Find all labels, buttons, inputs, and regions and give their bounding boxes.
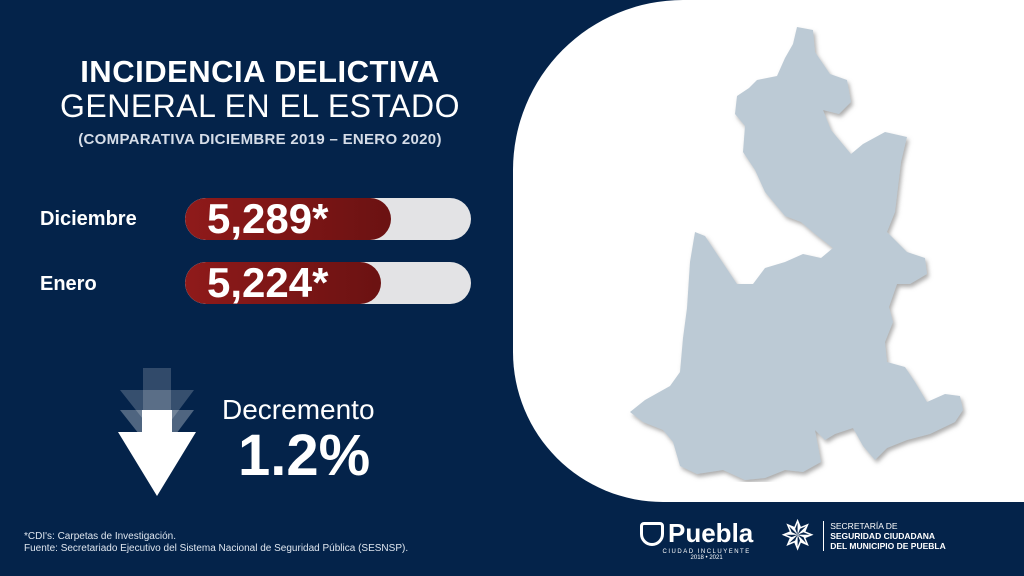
- secretaria-logo: ✵ SECRETARÍA DE SEGURIDAD CIUDADANA DEL …: [780, 512, 946, 559]
- shield-icon: [640, 521, 664, 546]
- sec-line2: SEGURIDAD CIUDADANA: [830, 531, 936, 541]
- sec-line1: SECRETARÍA DE: [830, 521, 898, 531]
- bar-fill: [185, 262, 381, 304]
- down-arrow-icon: [118, 368, 196, 496]
- source-note: Fuente: Secretariado Ejecutivo del Siste…: [24, 543, 409, 554]
- row-label-enero: Enero: [40, 273, 97, 295]
- puebla-years: 2018 • 2021: [690, 555, 723, 561]
- title-line2: GENERAL EN EL ESTADO: [59, 88, 461, 124]
- puebla-state-map: [630, 27, 963, 480]
- puebla-logo: Puebla CIUDAD INCLUYENTE 2018 • 2021: [640, 518, 753, 561]
- row-label-diciembre: Diciembre: [40, 208, 137, 230]
- bar-enero: 5,224*: [185, 262, 471, 304]
- sec-line3: DEL MUNICIPIO DE PUEBLA: [830, 541, 946, 551]
- footnote: *CDI's: Carpetas de Investigación.: [24, 531, 176, 542]
- bar-diciembre: 5,289*: [185, 198, 471, 240]
- bar-fill: [185, 198, 391, 240]
- title-line1: INCIDENCIA DELICTIVA: [80, 54, 440, 89]
- bar-value: 5,224*: [207, 262, 329, 304]
- change-value: 1.2%: [238, 423, 371, 488]
- bar-value: 5,289*: [207, 198, 329, 240]
- police-star-icon: ✵: [780, 512, 816, 559]
- puebla-wordmark: Puebla: [668, 518, 754, 548]
- subtitle: (COMPARATIVA DICIEMBRE 2019 – ENERO 2020…: [78, 131, 442, 148]
- change-label: Decremento: [222, 394, 375, 425]
- puebla-tagline: CIUDAD INCLUYENTE: [662, 549, 751, 555]
